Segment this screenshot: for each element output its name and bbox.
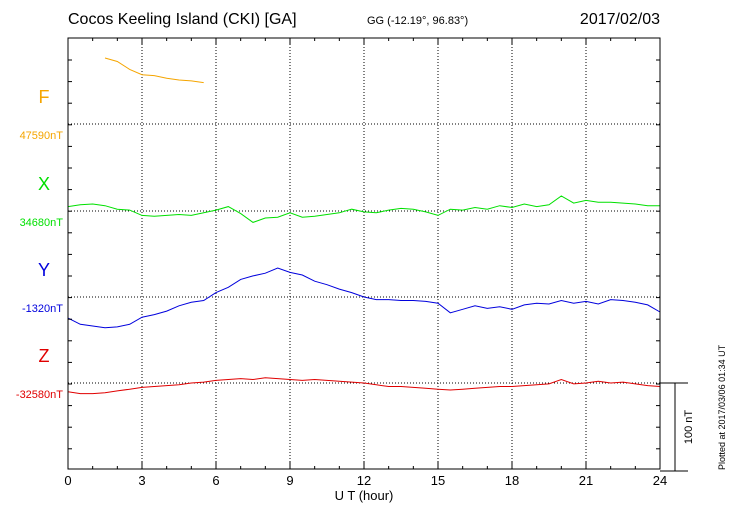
x-tick-label: 9 <box>286 473 293 488</box>
series-line-y <box>67 267 661 329</box>
x-tick-label: 6 <box>212 473 219 488</box>
series-line-x <box>67 195 660 223</box>
grid-lines <box>68 38 660 469</box>
x-tick-label: 3 <box>138 473 145 488</box>
scale-bar-label: 100 nT <box>683 410 695 445</box>
x-tick-label: 24 <box>653 473 667 488</box>
component-name-x: X <box>37 174 50 194</box>
axis-ticks: 0 3 6 9 12 15 18 21 24 <box>64 38 667 488</box>
x-tick-label: 18 <box>505 473 519 488</box>
x-tick-label: 0 <box>64 473 71 488</box>
scale-bar: 100 nT <box>660 382 695 472</box>
series-line-z <box>67 377 661 395</box>
chart-date: 2017/02/03 <box>579 11 660 28</box>
x-tick-label: 15 <box>431 473 445 488</box>
component-name-f: F <box>38 87 50 107</box>
component-baseline-f: 47590nT <box>19 130 63 142</box>
series-line-f <box>104 57 204 84</box>
data-series <box>67 57 661 395</box>
x-tick-label: 21 <box>579 473 593 488</box>
chart-title: Cocos Keeling Island (CKI) [GA] <box>68 11 297 28</box>
component-baseline-y: -1320nT <box>22 303 63 315</box>
component-baseline-x: 34680nT <box>19 217 63 229</box>
x-axis-label: U T (hour) <box>335 488 394 503</box>
component-baseline-z: -32580nT <box>15 389 63 401</box>
plotted-timestamp: Plotted at 2017/03/06 01:34 UT <box>717 344 727 470</box>
component-name-z: Z <box>38 346 50 366</box>
component-name-y: Y <box>37 260 50 280</box>
x-tick-label: 12 <box>357 473 371 488</box>
station-coordinates: GG (-12.19°, 96.83°) <box>367 15 469 27</box>
